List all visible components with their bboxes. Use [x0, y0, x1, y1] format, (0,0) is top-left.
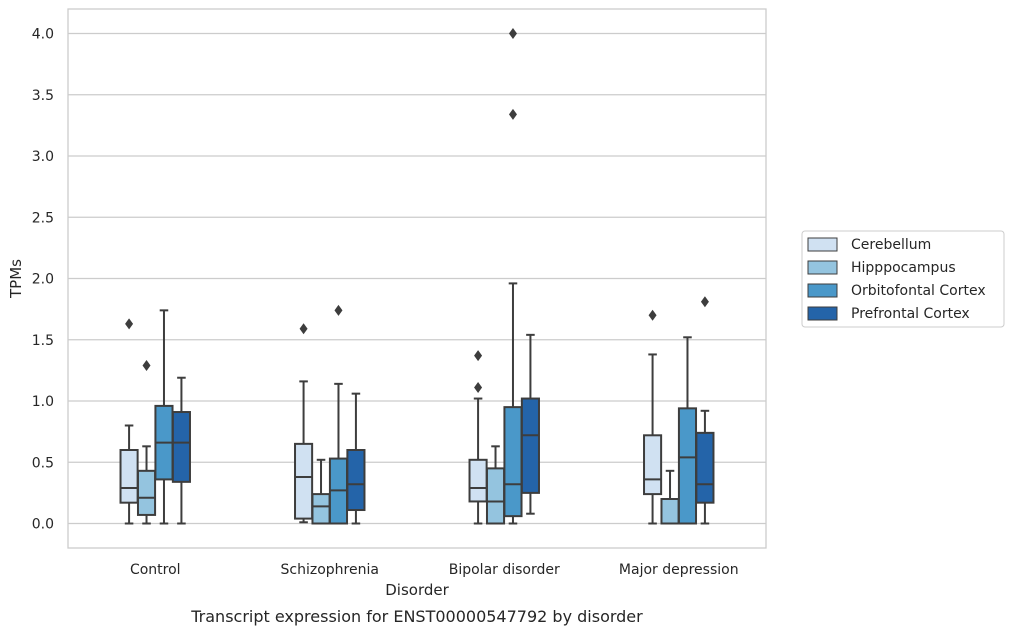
y-tick-label: 0.0	[32, 517, 54, 533]
box-body	[485, 467, 506, 525]
box-orbitofontal-cortex	[677, 336, 698, 525]
box-cerebellum	[119, 318, 139, 525]
y-tick-label: 3.5	[32, 88, 54, 104]
legend-entry-label: Cerebellum	[851, 237, 931, 253]
legend-entry-label: Prefrontal Cortex	[851, 306, 970, 322]
outlier-point	[648, 309, 657, 321]
box-prefrontal-cortex	[346, 392, 366, 525]
box-hipppocampus	[660, 469, 680, 525]
outlier-point	[299, 323, 308, 335]
y-tick-label: 2.0	[32, 272, 54, 288]
box-orbitofontal-cortex	[503, 28, 523, 525]
y-tick-label: 4.0	[32, 27, 54, 43]
outlier-point	[125, 318, 134, 330]
legend: Cerebellum Hipppocampus Orbitofontal Corte…	[801, 230, 1005, 328]
y-tick-label: 1.0	[32, 394, 54, 410]
box-cerebellum	[468, 350, 488, 525]
outlier-point	[474, 350, 483, 362]
x-tick-label: Major depression	[619, 562, 739, 578]
box-body	[136, 469, 157, 516]
legend-frame	[801, 230, 1005, 328]
box-hipppocampus	[136, 359, 157, 525]
legend-swatch	[807, 260, 838, 275]
x-tick-label: Control	[130, 562, 181, 578]
outlier-point	[334, 304, 343, 316]
outlier-point	[700, 296, 709, 308]
outlier-point	[142, 359, 151, 371]
box-body	[171, 411, 191, 483]
y-tick-label: 0.5	[32, 455, 54, 471]
box-cerebellum	[643, 309, 663, 525]
y-tick-label: 3.0	[32, 149, 54, 165]
box-body	[643, 434, 663, 496]
box-body	[294, 442, 314, 520]
outlier-point	[508, 108, 517, 120]
box-body	[311, 493, 331, 525]
box-prefrontal-cortex	[695, 296, 715, 525]
x-tick-label: Bipolar disorder	[449, 562, 560, 578]
legend-swatch	[807, 237, 838, 252]
box-body	[677, 407, 698, 525]
outlier-point	[474, 382, 483, 394]
x-axis-label: Disorder	[385, 581, 449, 599]
box-body	[468, 458, 488, 503]
legend-entry-label: Hipppocampus	[851, 260, 956, 276]
box-prefrontal-cortex	[520, 333, 540, 515]
y-ticks: 0.0 0.5 1.0 1.5 2.0 2.5 3.0 3.5 4.0	[32, 27, 54, 533]
x-ticks: Control Schizophrenia Bipolar disorder Majo…	[130, 562, 739, 578]
box-body	[695, 431, 715, 504]
box-orbitofontal-cortex	[328, 304, 349, 525]
box-cerebellum	[294, 323, 314, 524]
box-hipppocampus	[311, 458, 331, 525]
boxes	[119, 28, 715, 525]
x-tick-label: Schizophrenia	[281, 562, 379, 578]
box-body	[520, 397, 540, 494]
outlier-point	[508, 28, 517, 39]
box-body	[503, 406, 523, 518]
box-body	[346, 449, 366, 512]
figure-caption: Transcript expression for ENST0000054779…	[190, 607, 643, 626]
y-axis-label: TPMs	[7, 259, 25, 299]
box-hipppocampus	[485, 445, 506, 525]
box-prefrontal-cortex	[171, 376, 191, 525]
legend-swatch	[807, 283, 838, 298]
legend-entry-label: Orbitofontal Cortex	[851, 283, 986, 299]
box-orbitofontal-cortex	[154, 309, 174, 525]
legend-swatch	[807, 306, 838, 321]
plot-area-frame	[67, 8, 767, 549]
box-body	[119, 449, 139, 504]
y-tick-label: 1.5	[32, 333, 54, 349]
y-tick-label: 2.5	[32, 210, 54, 226]
box-body	[660, 498, 680, 525]
